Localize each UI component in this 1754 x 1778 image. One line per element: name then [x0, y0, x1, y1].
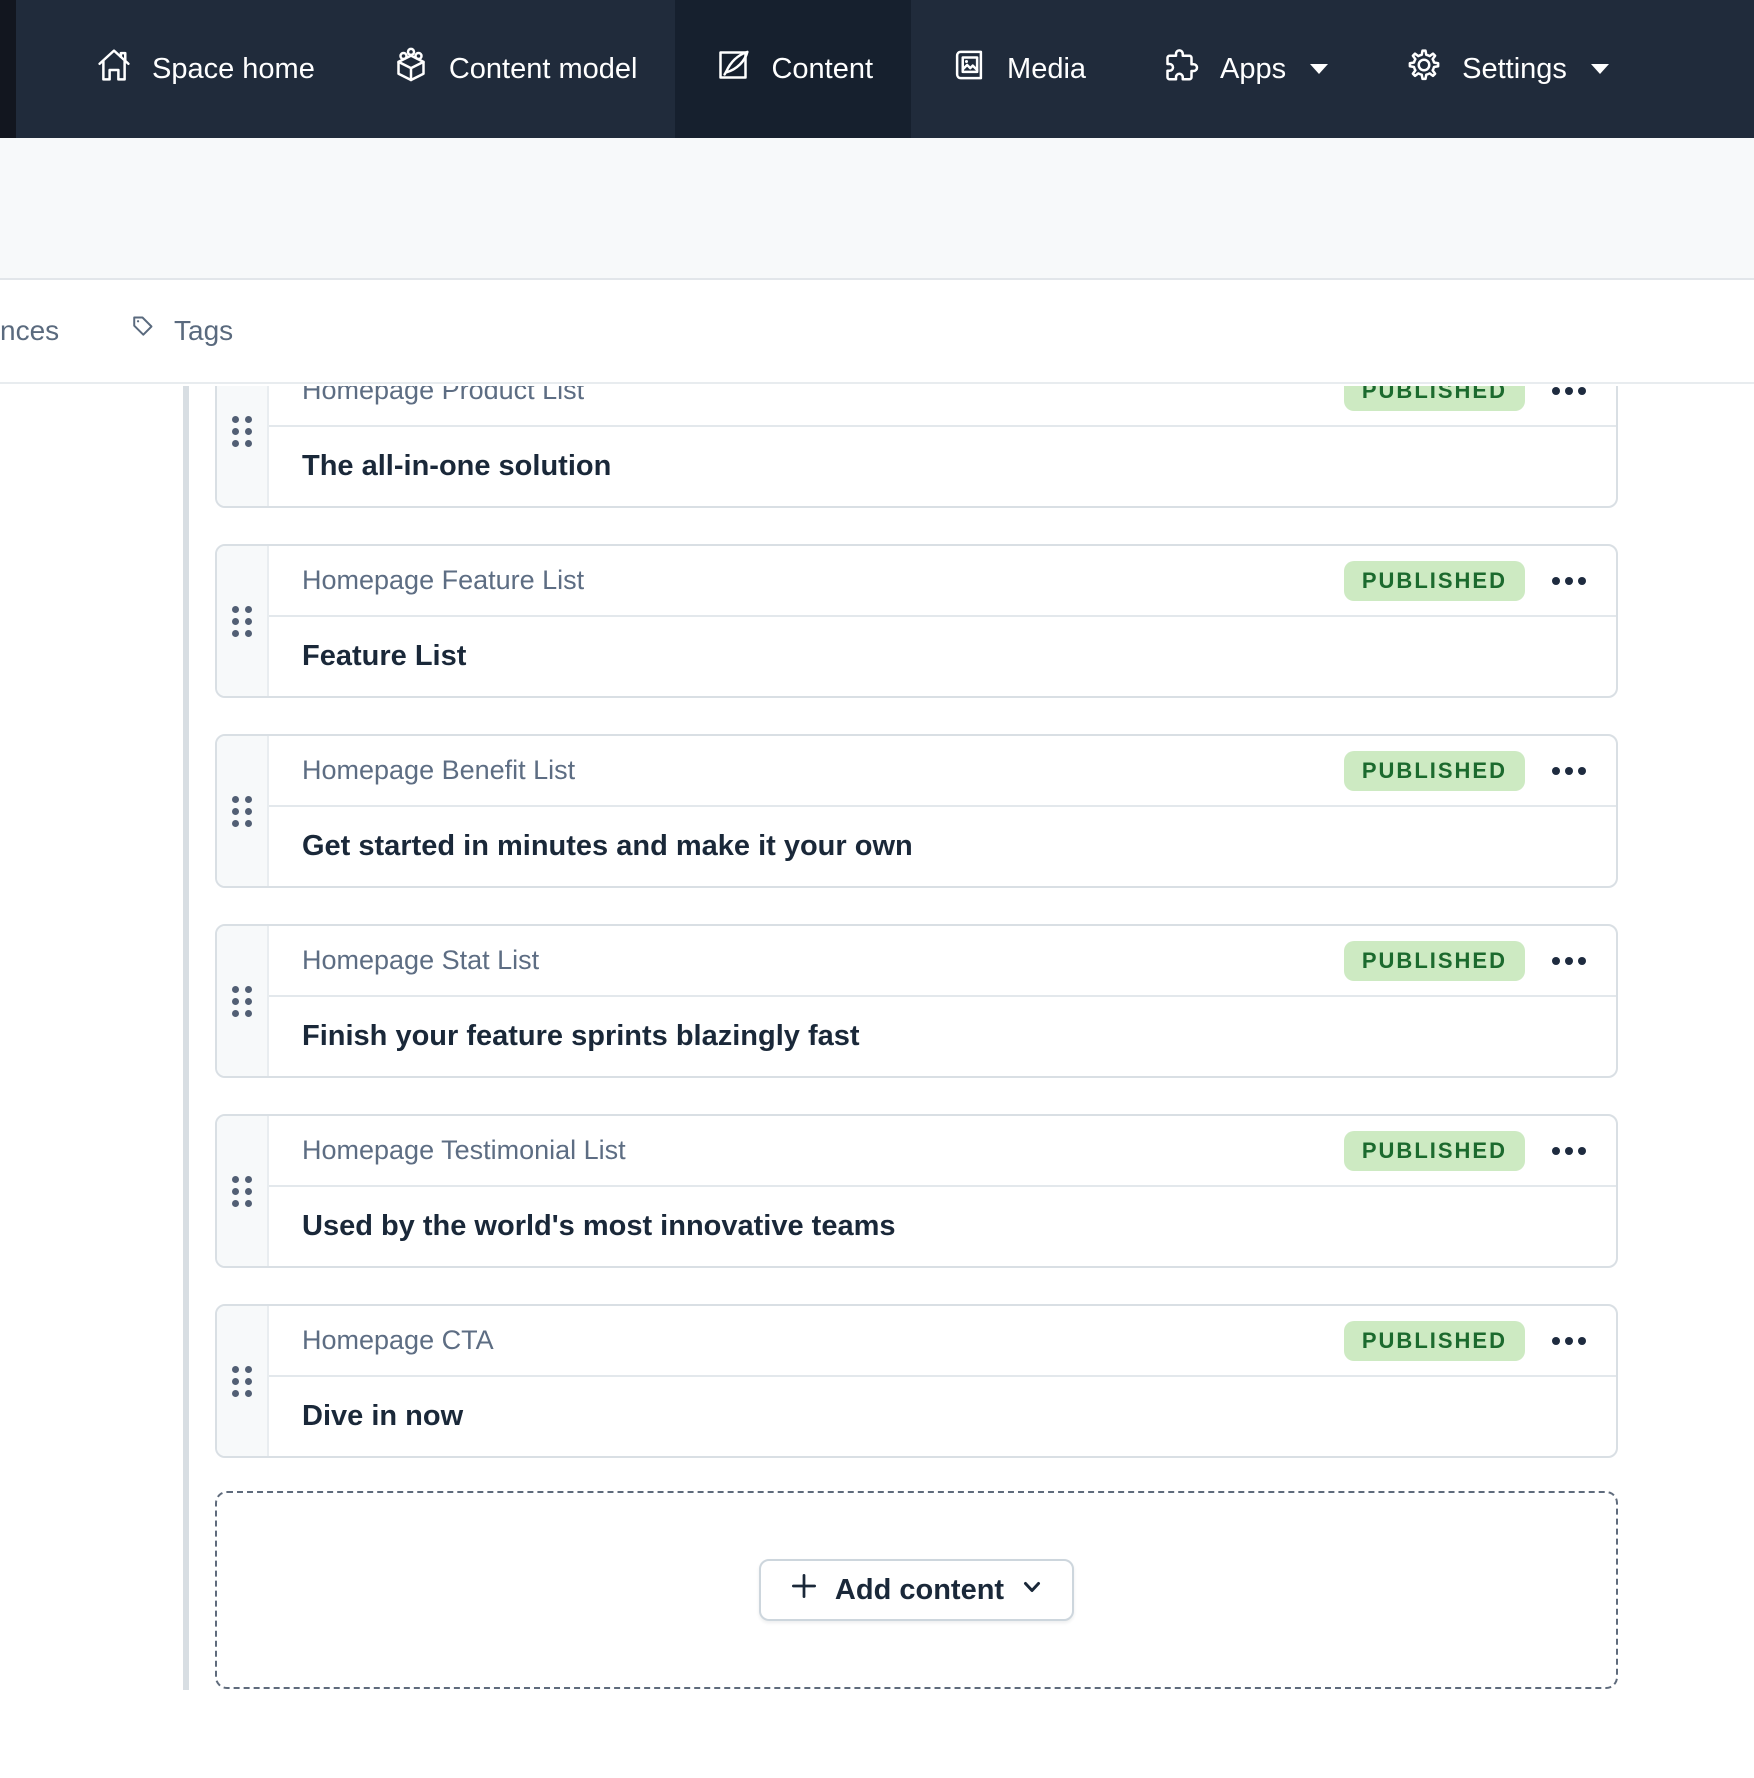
tab-label: Tags	[174, 315, 234, 346]
entry-card-body: Used by the world's most innovative team…	[269, 1187, 1616, 1266]
entry-content-type: Homepage Stat List	[302, 945, 540, 975]
status-badge: PUBLISHED	[1343, 750, 1525, 791]
drag-handle[interactable]	[217, 546, 269, 696]
tab-label: nces	[0, 315, 60, 346]
entry-card-main: Homepage Feature List PUBLISHED Feature …	[269, 546, 1616, 696]
nav-item-settings[interactable]: Settings	[1366, 0, 1647, 138]
entry-card[interactable]: Homepage CTA PUBLISHED Dive in now	[215, 1304, 1618, 1458]
entry-card-main: Homepage CTA PUBLISHED Dive in now	[269, 1306, 1616, 1456]
drag-handle[interactable]	[217, 926, 269, 1076]
status-badge: PUBLISHED	[1343, 1130, 1525, 1171]
entry-title: The all-in-one solution	[302, 450, 612, 482]
chevron-down-icon	[1310, 64, 1329, 74]
nav-item-label: Settings	[1462, 52, 1567, 85]
entry-card[interactable]: Homepage Feature List PUBLISHED Feature …	[215, 544, 1618, 698]
entry-card-main: Homepage Product List PUBLISHED The all-…	[269, 386, 1616, 506]
drag-handle[interactable]	[217, 1116, 269, 1266]
entry-list: Homepage Product List PUBLISHED The all-…	[215, 386, 1618, 1458]
entry-header: ntentful Homepage Starter 0	[0, 138, 1754, 383]
drag-dots-icon	[232, 985, 252, 1017]
nav-item-label: Media	[1007, 52, 1087, 85]
status-badge: PUBLISHED	[1343, 1320, 1525, 1361]
entry-content-type: Homepage CTA	[302, 1325, 494, 1355]
nav-item-apps[interactable]: Apps	[1124, 0, 1366, 138]
more-actions-button[interactable]	[1550, 761, 1588, 781]
entry-card-header: Homepage Stat List PUBLISHED	[269, 926, 1616, 997]
apps-icon	[1162, 45, 1202, 93]
entry-card[interactable]: Homepage Testimonial List PUBLISHED Used…	[215, 1114, 1618, 1268]
field-indicator-line	[183, 386, 189, 1690]
home-icon	[94, 45, 134, 93]
entry-card-body: Feature List	[269, 617, 1616, 696]
tab-references[interactable]: nces	[0, 280, 59, 382]
more-actions-button[interactable]	[1550, 571, 1588, 591]
chevron-down-icon	[1590, 64, 1609, 74]
entry-card-header: Homepage Feature List PUBLISHED	[269, 546, 1616, 617]
entry-title: Dive in now	[302, 1400, 464, 1432]
tab-bar: nces Tags	[0, 280, 1754, 384]
tab-tags[interactable]: Tags	[130, 280, 233, 382]
content-icon	[713, 45, 753, 93]
entry-title: Finish your feature sprints blazingly fa…	[302, 1020, 860, 1052]
entry-card[interactable]: Homepage Benefit List PUBLISHED Get star…	[215, 734, 1618, 888]
entry-title: Used by the world's most innovative team…	[302, 1210, 896, 1242]
entry-card-main: Homepage Testimonial List PUBLISHED Used…	[269, 1116, 1616, 1266]
more-actions-button[interactable]	[1550, 1331, 1588, 1351]
nav-item-media[interactable]: Media	[911, 0, 1124, 138]
nav-items: Space home Content model Content	[56, 0, 1647, 138]
nav-item-label: Apps	[1220, 52, 1287, 85]
drag-handle[interactable]	[217, 736, 269, 886]
entry-title: Feature List	[302, 640, 467, 672]
entry-card[interactable]: Homepage Product List PUBLISHED The all-…	[215, 386, 1618, 508]
more-actions-button[interactable]	[1550, 1141, 1588, 1161]
nav-item-label: Content model	[448, 52, 638, 85]
drag-handle[interactable]	[217, 1306, 269, 1456]
more-actions-button[interactable]	[1550, 386, 1588, 401]
drag-dots-icon	[232, 795, 252, 827]
entry-card-header: Homepage CTA PUBLISHED	[269, 1306, 1616, 1377]
content-model-icon	[391, 45, 431, 93]
status-badge: PUBLISHED	[1343, 560, 1525, 601]
drag-dots-icon	[232, 1175, 252, 1207]
gear-icon	[1404, 45, 1444, 93]
entry-card-main: Homepage Stat List PUBLISHED Finish your…	[269, 926, 1616, 1076]
add-content-button[interactable]: Add content	[758, 1559, 1075, 1621]
add-content-dropzone: Add content	[215, 1491, 1618, 1689]
nav-item-content[interactable]: Content	[675, 0, 912, 138]
nav-item-content-model[interactable]: Content model	[353, 0, 676, 138]
chevron-down-icon	[1020, 1574, 1044, 1607]
tag-icon	[130, 313, 160, 350]
add-content-label: Add content	[834, 1573, 1005, 1606]
entry-card-header: Homepage Product List PUBLISHED	[269, 386, 1616, 427]
entry-card-body: Finish your feature sprints blazingly fa…	[269, 997, 1616, 1076]
nav-item-label: Content	[771, 52, 874, 85]
drag-handle[interactable]	[217, 386, 269, 506]
entry-card-header: Homepage Testimonial List PUBLISHED	[269, 1116, 1616, 1187]
more-actions-button[interactable]	[1550, 951, 1588, 971]
entry-content-type: Homepage Testimonial List	[302, 1135, 626, 1165]
top-nav: Space home Content model Content	[0, 0, 1754, 138]
status-badge: PUBLISHED	[1343, 386, 1525, 411]
status-badge: PUBLISHED	[1343, 940, 1525, 981]
drag-dots-icon	[232, 1365, 252, 1397]
nav-item-space-home[interactable]: Space home	[56, 0, 353, 138]
entry-card-body: The all-in-one solution	[269, 427, 1616, 506]
entry-content-type: Homepage Product List	[302, 386, 585, 405]
entry-card-body: Dive in now	[269, 1377, 1616, 1456]
entry-card[interactable]: Homepage Stat List PUBLISHED Finish your…	[215, 924, 1618, 1078]
entry-content-type: Homepage Feature List	[302, 565, 585, 595]
nav-left-edge	[0, 0, 16, 138]
drag-dots-icon	[232, 415, 252, 447]
entry-card-body: Get started in minutes and make it your …	[269, 807, 1616, 886]
drag-dots-icon	[232, 605, 252, 637]
nav-item-label: Space home	[152, 52, 315, 85]
entry-card-header: Homepage Benefit List PUBLISHED	[269, 736, 1616, 807]
plus-icon	[789, 1571, 819, 1609]
entry-card-main: Homepage Benefit List PUBLISHED Get star…	[269, 736, 1616, 886]
entry-title: Get started in minutes and make it your …	[302, 830, 913, 862]
media-icon	[949, 45, 989, 93]
entry-content-type: Homepage Benefit List	[302, 755, 576, 785]
